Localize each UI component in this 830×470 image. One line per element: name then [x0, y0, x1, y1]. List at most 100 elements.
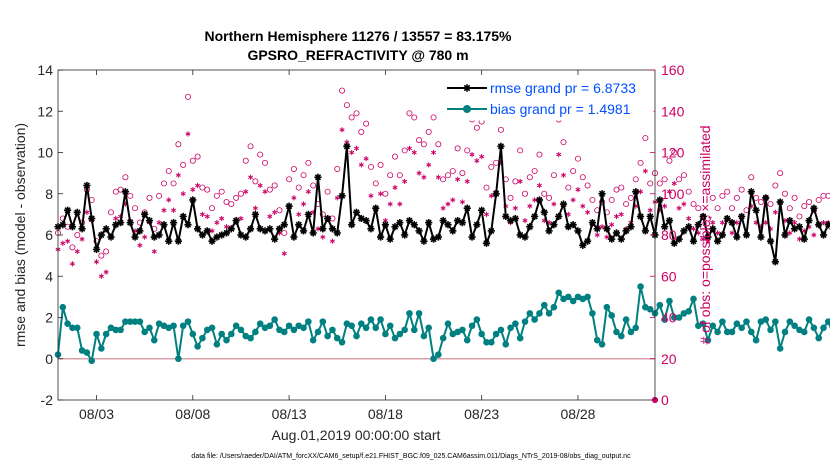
obs-assimilated-point	[185, 131, 191, 137]
obs-possible-point	[295, 184, 302, 191]
obs-possible-point	[791, 194, 798, 201]
obs-possible-point	[237, 190, 244, 197]
y-right-tick-label: 20	[661, 351, 677, 367]
y-left-axis-ticks: -2 0 2 4 6 8 10 12 14	[37, 62, 63, 408]
rmse-point	[434, 233, 442, 241]
obs-assimilated-point	[199, 211, 205, 217]
obs-possible-point	[266, 186, 273, 193]
bias-point	[805, 316, 813, 323]
rmse-point	[73, 208, 81, 216]
obs-possible-point	[757, 198, 764, 205]
obs-assimilated-point	[710, 220, 716, 226]
obs-possible-point	[271, 182, 278, 189]
rmse-point	[362, 216, 370, 225]
bias-point	[786, 318, 794, 325]
rmse-point	[222, 229, 231, 237]
bias-point	[666, 297, 673, 305]
obs-possible-point	[690, 201, 697, 208]
rmse-point	[121, 188, 130, 196]
obs-possible-point	[310, 182, 317, 189]
bias-point	[228, 330, 235, 338]
obs-possible-point	[367, 163, 374, 170]
rmse-point	[516, 231, 524, 239]
obs-possible-point	[286, 176, 293, 183]
rmse-point	[381, 221, 389, 229]
bias-point	[305, 318, 312, 325]
obs-possible-point	[801, 203, 808, 210]
obs-assimilated-point	[151, 248, 157, 255]
obs-assimilated-point	[469, 151, 475, 158]
obs-assimilated-point	[662, 203, 668, 209]
y-right-axis-ticks: 0 20 40 60 80 100 120 140 160	[650, 62, 685, 408]
rmse-point	[169, 219, 178, 227]
bias-point	[290, 326, 298, 334]
bias-point	[772, 318, 779, 325]
bias-point	[348, 322, 355, 330]
rmse-point	[352, 208, 361, 216]
obs-assimilated-point	[676, 205, 682, 211]
bias-point	[507, 324, 514, 332]
bias-point	[800, 328, 808, 336]
rmse-point	[781, 231, 789, 239]
rmse-point	[280, 221, 288, 229]
bias-point	[646, 305, 654, 313]
bias-point	[820, 324, 827, 332]
obs-possible-point	[517, 147, 524, 154]
bias-point	[791, 322, 798, 330]
obs-possible-point	[189, 157, 196, 164]
bias-point	[444, 320, 452, 327]
bias-point	[632, 324, 640, 332]
rmse-point	[795, 223, 804, 231]
data-file-footer: data file: /Users/raeder/DAI/ATM_forcXX/…	[191, 453, 631, 460]
obs-assimilated-point	[84, 209, 90, 215]
bias-point	[150, 336, 158, 344]
obs-assimilated-point	[397, 201, 403, 207]
bias-point	[324, 332, 331, 340]
obs-assimilated-point	[209, 228, 215, 234]
bias-point	[88, 357, 96, 365]
obs-assimilated-point	[488, 193, 494, 199]
obs-assimilated-point	[387, 201, 393, 207]
rmse-point	[208, 237, 216, 245]
obs-assimilated-point	[700, 236, 706, 242]
obs-possible-point	[132, 205, 139, 212]
obs-assimilated-point	[455, 176, 461, 182]
obs-possible-point	[584, 182, 591, 189]
obs-assimilated-point	[103, 269, 109, 275]
y-left-tick-label: 0	[45, 351, 53, 367]
obs-possible-point	[209, 205, 216, 212]
bias-point	[810, 324, 818, 332]
rmse-point	[694, 221, 702, 229]
y-left-axis-label: rmse and bias (model - observation)	[12, 123, 28, 347]
bias-point	[815, 334, 822, 342]
obs-assimilated-point	[517, 178, 523, 184]
bias-point	[362, 324, 370, 332]
obs-assimilated-point	[638, 189, 644, 195]
bias-point	[430, 355, 437, 363]
rmse-point	[458, 219, 467, 227]
rmse-point	[468, 233, 476, 241]
x-tick-label: 08/08	[175, 406, 210, 422]
obs-possible-point	[671, 149, 678, 156]
obs-possible-point	[777, 170, 784, 177]
rmse-point	[776, 198, 784, 206]
rmse-point	[656, 196, 664, 204]
obs-assimilated-point	[421, 174, 427, 180]
obs-possible-point	[319, 211, 326, 218]
rmse-point	[328, 225, 337, 233]
bias-point	[459, 326, 466, 334]
obs-assimilated-point	[411, 149, 417, 156]
obs-possible-point	[786, 205, 793, 212]
obs-assimilated-point	[329, 238, 335, 244]
obs-assimilated-point	[65, 238, 71, 244]
obs-possible-point	[565, 184, 572, 191]
obs-possible-point	[729, 205, 736, 212]
obs-possible-point	[242, 157, 249, 164]
rmse-point	[444, 221, 452, 229]
rmse-point	[116, 219, 125, 227]
y-left-tick-label: 14	[37, 62, 53, 78]
y-right-tick-label: 0	[661, 392, 669, 408]
obs-assimilated-point	[224, 224, 230, 230]
rmse-point	[83, 181, 91, 190]
obs-possible-point	[107, 209, 114, 216]
